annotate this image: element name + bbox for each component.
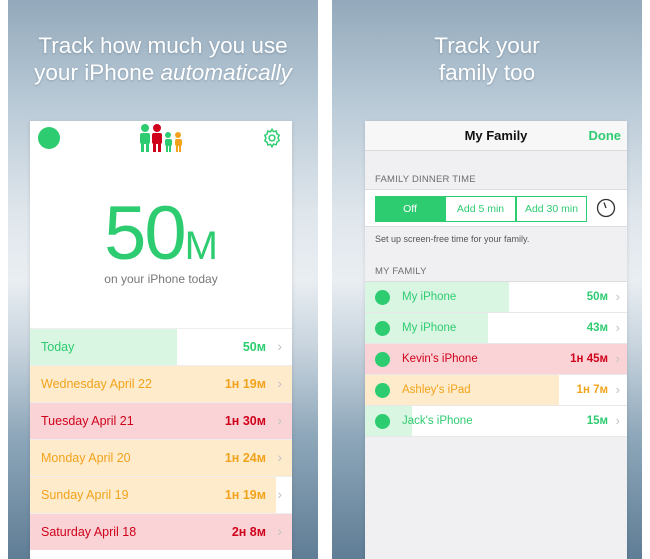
family-member-row[interactable]: Kevin's iPhone 1н 45м › — [365, 344, 627, 375]
family-members-list: My iPhone 50м › My iPhone 43м › Kevin's iPhone… — [365, 281, 627, 437]
dinner-section-header: FAMILY DINNER TIME — [375, 174, 476, 185]
right-headline: Track your family too — [332, 32, 642, 86]
usage-bar — [30, 366, 292, 402]
chevron-right-icon: › — [277, 486, 282, 502]
nav-bar: My Family Done — [365, 121, 627, 151]
member-name: Kevin's iPhone — [402, 353, 478, 365]
day-label: Wednesday April 22 — [41, 377, 152, 391]
usage-bar — [30, 477, 277, 513]
phone-screen-family: My Family Done FAMILY DINNER TIME Off Ad… — [365, 121, 627, 559]
usage-bar — [365, 344, 627, 374]
day-label: Today — [41, 340, 75, 354]
chevron-right-icon: › — [277, 449, 282, 465]
gear-icon[interactable] — [261, 127, 283, 149]
family-member-row[interactable]: My iPhone 43м › — [365, 313, 627, 344]
member-usage-value: 1н 45м — [570, 353, 608, 365]
day-usage-row[interactable]: Tuesday April 21 1н 30м › — [30, 402, 292, 439]
member-usage-value: 1н 7м — [576, 384, 608, 396]
day-usage-row[interactable]: Today 50м › — [30, 328, 292, 365]
day-usage-value: 1н 24м — [224, 451, 266, 465]
chevron-right-icon: › — [277, 412, 282, 428]
left-promo-panel: Track how much you use your iPhone autom… — [8, 0, 318, 559]
member-status-dot-icon — [375, 352, 390, 367]
done-button[interactable]: Done — [588, 128, 622, 143]
headline-line-2: family too — [438, 60, 536, 85]
day-label: Saturday April 18 — [41, 525, 137, 539]
day-label: Sunday April 19 — [41, 488, 129, 502]
day-usage-value: 2н 8м — [231, 525, 266, 539]
member-usage-value: 50м — [586, 291, 608, 303]
day-label: Monday April 20 — [41, 451, 131, 465]
family-member-row[interactable]: My iPhone 50м › — [365, 282, 627, 313]
left-headline: Track how much you use your iPhone autom… — [8, 32, 318, 86]
dinner-off-segment[interactable]: Off — [375, 196, 445, 222]
member-status-dot-icon — [375, 383, 390, 398]
nav-title: My Family — [464, 128, 528, 143]
chevron-right-icon: › — [277, 523, 282, 539]
family-member-row[interactable]: Jack's iPhone 15м › — [365, 406, 627, 437]
chevron-right-icon: › — [615, 289, 620, 304]
family-logo-icon — [140, 124, 182, 152]
member-name: Jack's iPhone — [402, 415, 473, 427]
day-usage-row[interactable]: Monday April 20 1н 24м › — [30, 439, 292, 476]
right-promo-panel: Track your family too My Family Done FAM… — [332, 0, 642, 559]
dinner-time-bar: Off Add 5 min Add 30 min — [365, 189, 627, 227]
day-usage-value: 50м — [242, 340, 266, 354]
usage-bar — [30, 514, 292, 550]
member-status-dot-icon — [375, 321, 390, 336]
usage-bar — [30, 329, 177, 365]
daily-usage-list: Today 50м › Wednesday April 22 1н 19м › Tuesda… — [30, 328, 292, 550]
total-usage-readout: 50M — [104, 191, 218, 276]
family-section-header: MY FAMILY — [375, 266, 427, 277]
day-usage-row[interactable]: Saturday April 18 2н 8м › — [30, 513, 292, 550]
member-name: Ashley's iPad — [402, 384, 471, 396]
usage-bar — [365, 375, 559, 405]
day-usage-value: 1н 19м — [224, 488, 266, 502]
chevron-right-icon: › — [277, 375, 282, 391]
headline-line-1: Track how much you use — [38, 33, 288, 58]
chevron-right-icon: › — [615, 382, 620, 397]
usage-bar — [30, 403, 292, 439]
usage-bar — [30, 440, 292, 476]
chevron-right-icon: › — [277, 338, 282, 354]
member-name: My iPhone — [402, 322, 457, 334]
dinner-note: Set up screen-free time for your family. — [375, 234, 530, 244]
chevron-right-icon: › — [615, 351, 620, 366]
member-usage-value: 43м — [586, 322, 608, 334]
member-status-dot-icon — [375, 290, 390, 305]
total-usage-caption: on your iPhone today — [104, 272, 218, 286]
headline-line-1: Track your — [434, 33, 540, 58]
headline-emphasis: automatically — [160, 60, 292, 85]
panel-divider — [318, 0, 332, 559]
phone-screen-daily-usage: 50M on your iPhone today Today 50м › Wednes… — [30, 121, 292, 559]
day-usage-value: 1н 30м — [224, 414, 266, 428]
member-name: My iPhone — [402, 291, 457, 303]
status-dot-icon[interactable] — [38, 127, 60, 149]
day-usage-value: 1н 19м — [224, 377, 266, 391]
day-label: Tuesday April 21 — [41, 414, 134, 428]
member-status-dot-icon — [375, 414, 390, 429]
clock-icon[interactable] — [596, 198, 616, 218]
dinner-add-5-min-segment[interactable]: Add 5 min — [445, 196, 516, 222]
day-usage-row[interactable]: Wednesday April 22 1н 19м › — [30, 365, 292, 402]
headline-line-2: your iPhone automatically — [34, 60, 292, 85]
dinner-add-30-min-segment[interactable]: Add 30 min — [516, 196, 587, 222]
day-usage-row[interactable]: Sunday April 19 1н 19м › — [30, 476, 292, 513]
family-member-row[interactable]: Ashley's iPad 1н 7м › — [365, 375, 627, 406]
chevron-right-icon: › — [615, 320, 620, 335]
member-usage-value: 15м — [586, 415, 608, 427]
chevron-right-icon: › — [615, 413, 620, 428]
